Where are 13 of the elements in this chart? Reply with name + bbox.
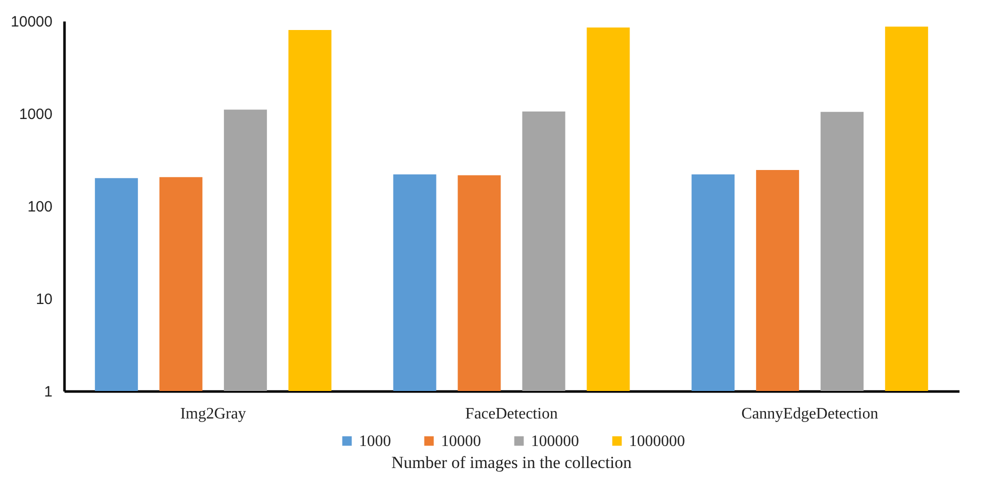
y-tick-label: 1 bbox=[44, 384, 52, 400]
legend-label: 1000 bbox=[359, 433, 391, 450]
y-tick-label: 10000 bbox=[10, 14, 52, 30]
y-tick-label: 1000 bbox=[19, 106, 52, 123]
legend-label: 10000 bbox=[441, 433, 481, 450]
x-tick-label: CannyEdgeDetection bbox=[741, 406, 878, 422]
legend-label: 100000 bbox=[531, 433, 579, 450]
x-tick-label: Img2Gray bbox=[180, 406, 246, 422]
x-axis-title: Number of images in the collection bbox=[391, 453, 632, 472]
legend-label: 1000000 bbox=[629, 433, 685, 450]
y-tick-label: 10 bbox=[36, 291, 52, 308]
y-tick-label: 100 bbox=[27, 198, 52, 216]
x-tick-label: FaceDetection bbox=[465, 406, 558, 422]
